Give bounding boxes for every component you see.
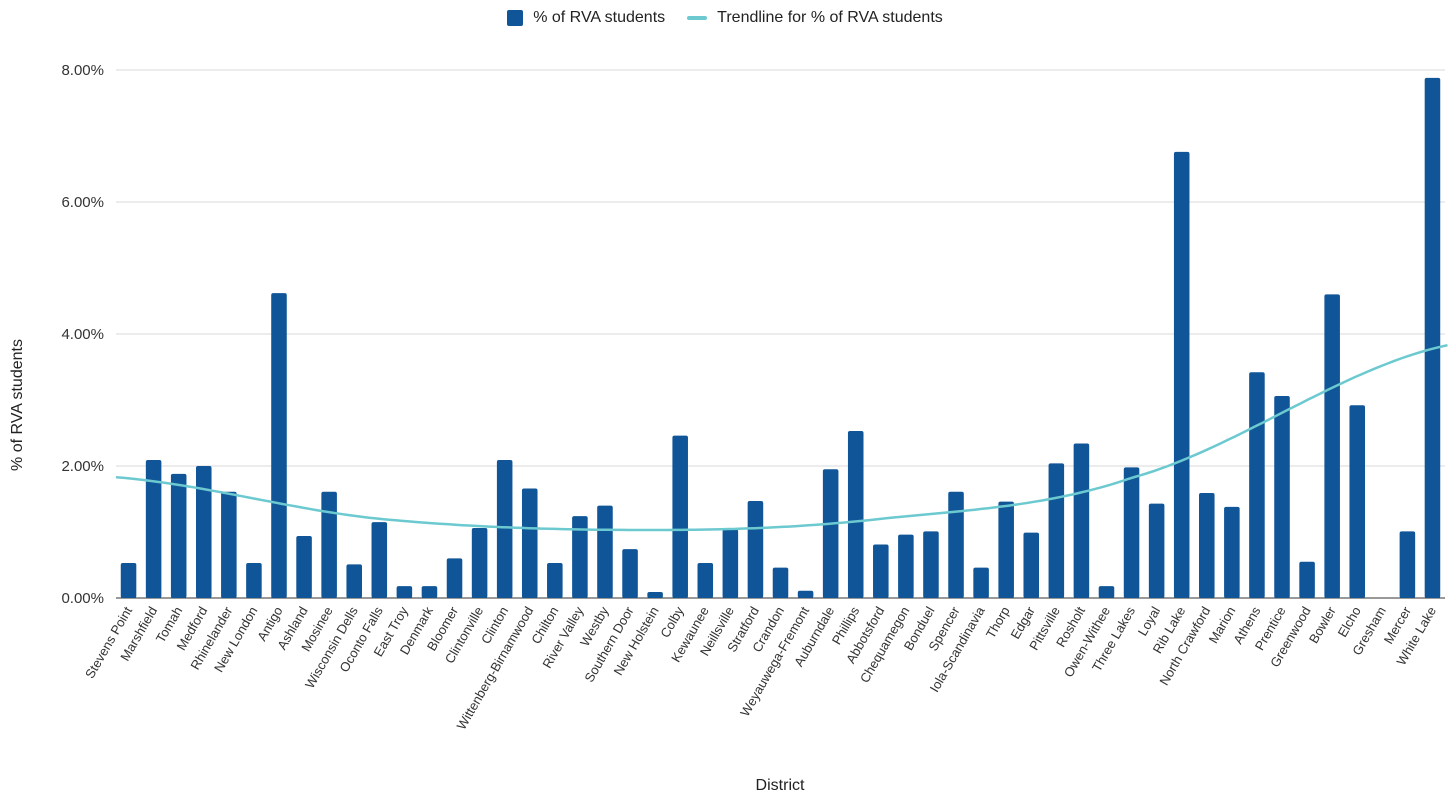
bar	[170, 473, 187, 598]
bar	[1424, 77, 1441, 599]
bar	[1173, 151, 1190, 598]
bar	[1023, 532, 1040, 598]
bar	[1299, 561, 1315, 598]
bar	[647, 592, 663, 598]
bar	[271, 293, 287, 598]
bar	[321, 491, 337, 598]
legend-label-bars: % of RVA students	[533, 9, 666, 26]
bar	[446, 558, 463, 598]
bar	[1123, 467, 1140, 598]
bar	[1148, 503, 1165, 598]
bar	[772, 567, 789, 598]
y-tick-label: 4.00%	[61, 326, 104, 343]
legend-item-bars[interactable]: % of RVA students	[507, 9, 665, 27]
bar	[797, 590, 814, 598]
bar	[1048, 463, 1065, 598]
y-tick-label: 2.00%	[61, 458, 104, 475]
x-axis-title: District	[755, 777, 805, 794]
y-tick-label: 6.00%	[61, 194, 104, 211]
bar	[1199, 493, 1215, 598]
bar	[847, 431, 864, 598]
bar	[421, 586, 438, 598]
bar	[195, 466, 212, 598]
bar	[521, 488, 538, 598]
bar	[346, 564, 362, 598]
bar	[246, 563, 262, 598]
legend-label-trendline: Trendline for % of RVA students	[717, 9, 943, 26]
bar	[396, 586, 413, 598]
y-tick-label: 0.00%	[61, 590, 104, 607]
y-tick-label: 8.00%	[61, 62, 104, 79]
bar	[722, 529, 739, 598]
bar	[471, 528, 488, 598]
bar	[547, 563, 563, 598]
bar	[120, 563, 137, 598]
bar	[873, 544, 889, 598]
bar	[145, 460, 162, 598]
bar	[1249, 372, 1265, 598]
bar	[1349, 405, 1366, 598]
bar	[973, 567, 989, 598]
bar	[1274, 396, 1290, 598]
bar	[572, 516, 588, 598]
x-tick-label: Bowler	[1306, 603, 1339, 645]
legend-bar-swatch	[507, 10, 524, 26]
bar	[747, 500, 764, 598]
bar	[898, 534, 914, 598]
bar	[1073, 443, 1090, 598]
bar	[822, 469, 839, 598]
bar	[496, 460, 513, 598]
bar	[672, 435, 688, 598]
bar	[371, 522, 388, 598]
bar	[1399, 531, 1416, 598]
bar	[296, 535, 312, 598]
bar	[948, 491, 964, 598]
bar	[1324, 294, 1340, 598]
bar	[923, 531, 939, 598]
bar	[998, 501, 1014, 598]
legend-trendline-swatch	[687, 16, 708, 20]
bar	[221, 491, 237, 598]
bar	[622, 549, 638, 598]
bar	[597, 505, 613, 598]
trendline	[115, 343, 1448, 532]
legend-item-trendline[interactable]: Trendline for % of RVA students	[687, 9, 943, 27]
bar	[697, 563, 714, 598]
legend: % of RVA students Trendline for % of RVA…	[0, 9, 1450, 27]
bar	[1224, 506, 1240, 598]
bar	[1098, 586, 1115, 598]
